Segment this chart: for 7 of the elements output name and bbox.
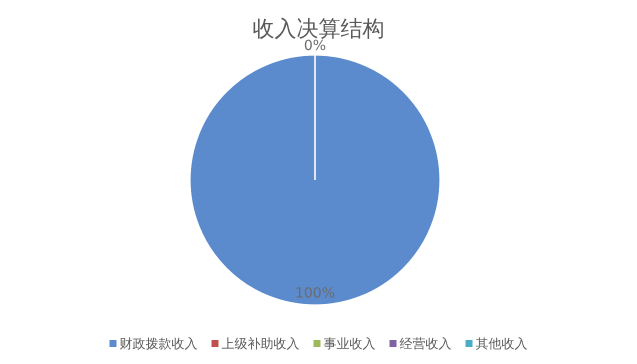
legend-label: 经营收入 (400, 337, 452, 352)
legend-label: 其他收入 (476, 337, 528, 352)
legend-label: 上级补助收入 (222, 337, 300, 352)
text: 0% (304, 38, 326, 54)
legend-label: 财政拨款收入 (120, 337, 198, 352)
data-label: 100% (294, 286, 336, 302)
legend-label: 事业收入 (324, 337, 376, 352)
